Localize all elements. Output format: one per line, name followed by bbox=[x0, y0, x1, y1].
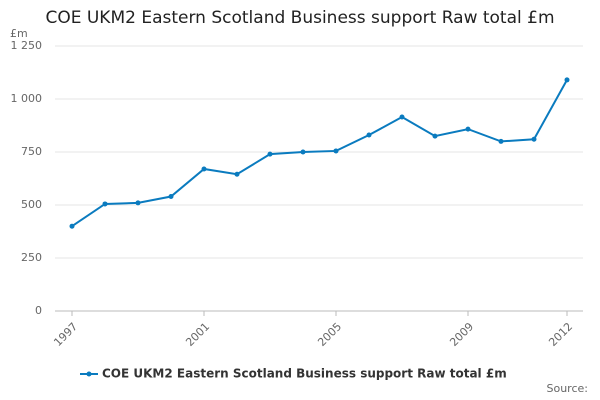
x-tick-label: 2005 bbox=[315, 320, 344, 349]
chart-title: COE UKM2 Eastern Scotland Business suppo… bbox=[45, 8, 554, 28]
point bbox=[399, 114, 405, 120]
point bbox=[234, 171, 240, 177]
x-tick-label: 2012 bbox=[546, 320, 575, 349]
y-tick-label: 500 bbox=[21, 198, 42, 211]
point bbox=[465, 126, 471, 132]
point bbox=[531, 136, 537, 142]
legend-label: COE UKM2 Eastern Scotland Business suppo… bbox=[102, 367, 507, 381]
point bbox=[333, 148, 339, 154]
point bbox=[300, 149, 306, 155]
y-tick-label: 1 250 bbox=[11, 39, 43, 52]
x-tick-label: 2009 bbox=[447, 320, 476, 349]
point bbox=[366, 132, 372, 138]
source: Source: bbox=[547, 382, 589, 395]
x-tick-label: 2001 bbox=[183, 320, 212, 349]
point bbox=[135, 200, 141, 206]
y-unit: £m bbox=[10, 27, 28, 40]
point bbox=[201, 166, 207, 172]
x-tick-label: 1997 bbox=[51, 320, 80, 349]
y-tick-label: 750 bbox=[21, 145, 42, 158]
point bbox=[267, 151, 273, 157]
y-tick-label: 0 bbox=[35, 304, 42, 317]
point bbox=[168, 194, 174, 200]
y-tick-label: 1 000 bbox=[11, 92, 43, 105]
point bbox=[498, 138, 504, 144]
point bbox=[432, 133, 438, 139]
point bbox=[102, 201, 108, 207]
point bbox=[564, 77, 570, 83]
legend-point bbox=[86, 371, 92, 377]
point bbox=[69, 223, 75, 229]
y-tick-label: 250 bbox=[21, 251, 42, 264]
line bbox=[71, 79, 568, 228]
